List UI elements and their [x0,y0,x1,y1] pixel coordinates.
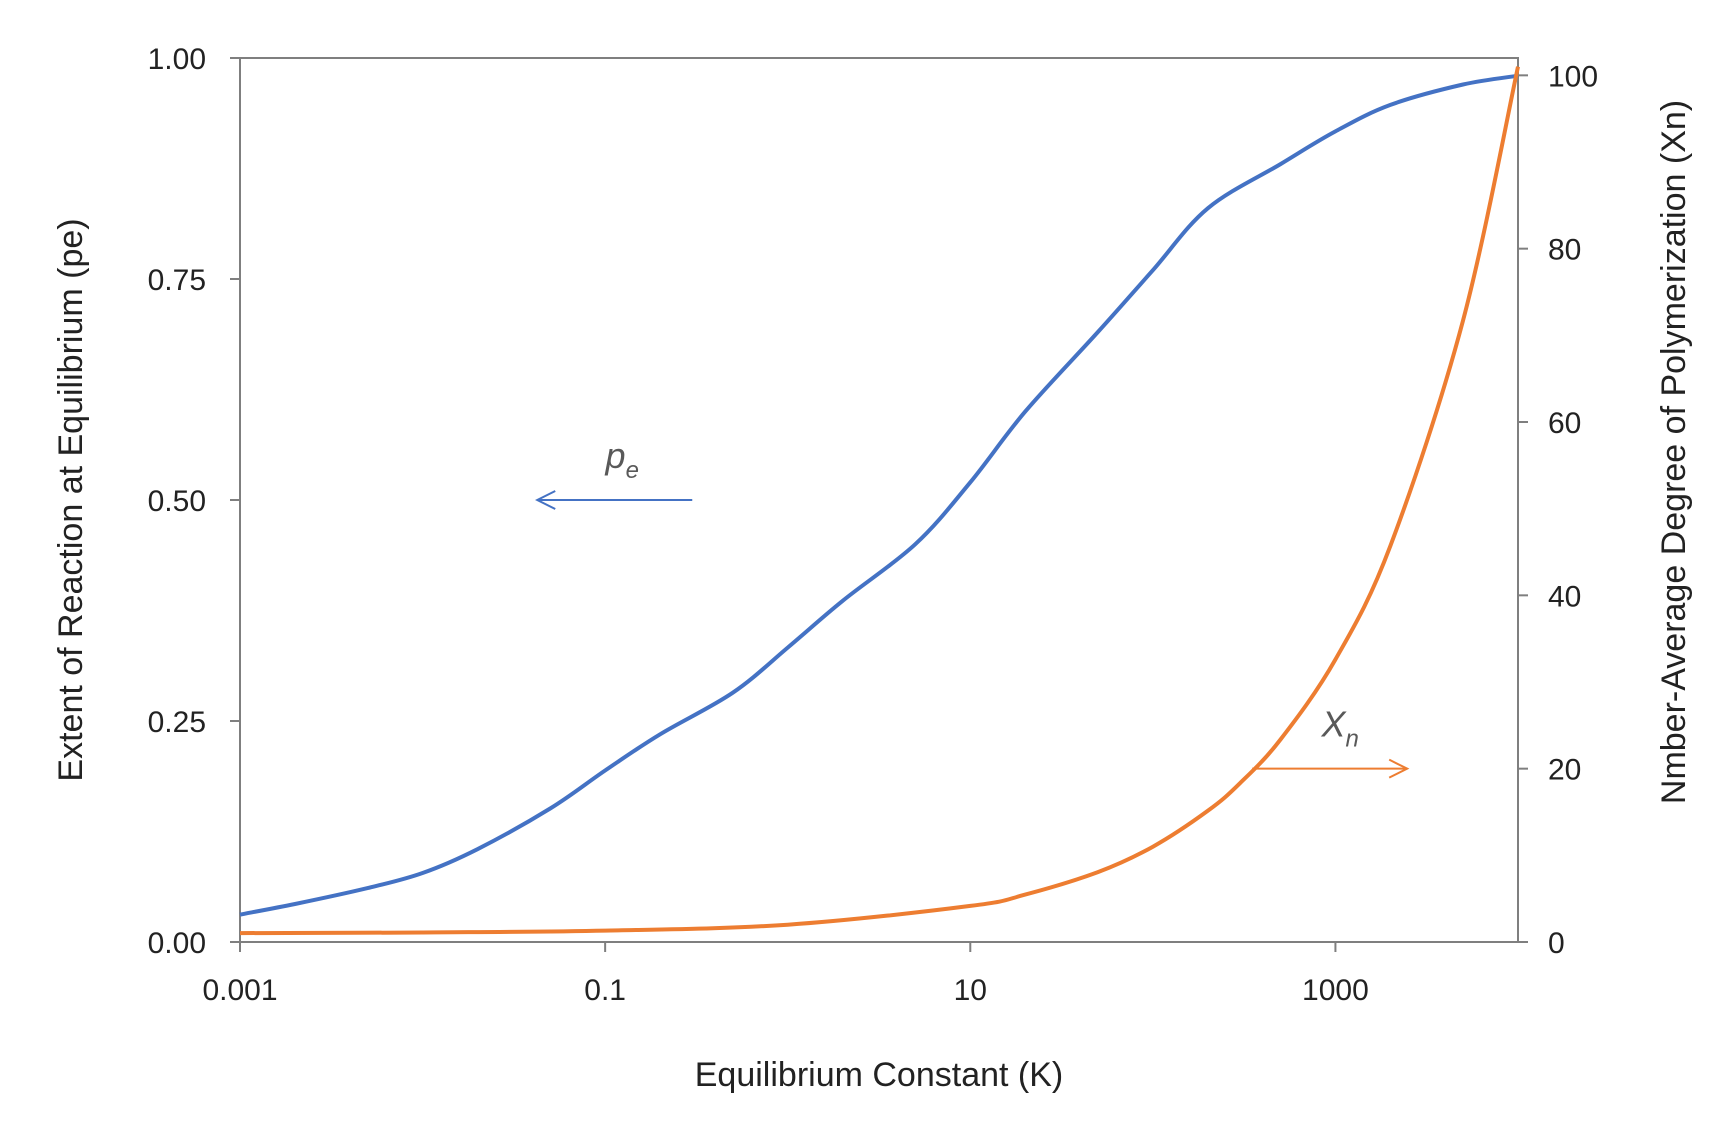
annotation-arrowhead-1 [1388,758,1410,779]
y-axis-title-right: Nmber-Average Degree of Polymerization (… [1655,100,1693,804]
series-label-1: Xn [1321,704,1359,753]
plot-frame [239,57,1519,943]
x-tick-label: 0.001 [202,974,277,1007]
y-axis-right: 0 20 40 60 80 100 [1518,60,1598,960]
y2-tick-label: 0 [1548,927,1565,960]
x-axis-title: Equilibrium Constant (K) [695,1056,1063,1094]
y-axis-title-left: Extent of Reaction at Equilibrium (pe) [52,218,90,781]
series-label-0: pe [605,435,639,484]
y-tick-label: 0.25 [148,706,206,739]
plot-border [239,57,1519,943]
y-axis-left: 0.00 0.25 0.50 0.75 1.00 [148,43,240,960]
series-layer [239,66,1520,936]
x-tick-label: 1000 [1302,974,1369,1007]
y2-tick-label: 80 [1548,234,1581,267]
y-tick-label: 0.50 [148,485,206,518]
y2-tick-label: 40 [1548,580,1581,613]
x-tick-label: 10 [954,974,987,1007]
y2-tick-label: 60 [1548,407,1581,440]
y2-tick-label: 100 [1548,60,1598,93]
annotations: pe Xn [535,435,1410,779]
series-line-0 [239,73,1519,917]
series-line-1 [239,66,1520,936]
annotation-arrowhead-0 [535,490,556,510]
x-axis: 0.001 0.1 10 1000 [202,942,1369,1007]
y-tick-label: 1.00 [148,43,206,76]
y2-tick-label: 20 [1548,754,1581,787]
y-tick-label: 0.75 [148,264,206,297]
x-tick-label: 0.1 [584,974,626,1007]
y-tick-label: 0.00 [148,927,206,960]
